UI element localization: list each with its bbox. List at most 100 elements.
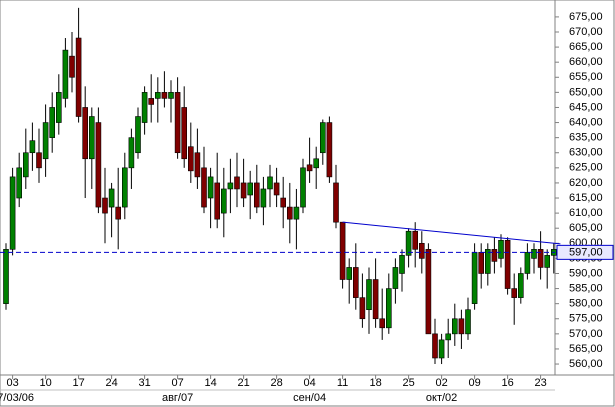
y-tick-label: 675,00 <box>569 11 603 23</box>
candle-body <box>3 249 9 304</box>
candle-body <box>372 279 379 320</box>
candle-body <box>122 167 128 208</box>
candle-body <box>16 167 23 199</box>
candle-body <box>438 339 445 359</box>
candle-body <box>425 249 432 335</box>
candle-body <box>306 164 313 172</box>
candle-body <box>194 152 201 178</box>
candle-body <box>478 252 485 274</box>
candle-body <box>346 267 353 280</box>
candle-body <box>75 37 82 117</box>
candle-body <box>333 182 339 223</box>
y-tick-label: 575,00 <box>569 313 603 325</box>
month-label: окт/02 <box>426 392 457 404</box>
candle-body <box>273 182 280 196</box>
y-tick-label: 670,00 <box>569 26 603 38</box>
candle-body <box>484 249 491 274</box>
candle-body <box>339 221 346 280</box>
candle-body <box>366 279 372 311</box>
y-tick-label: 660,00 <box>569 56 603 68</box>
x-tick-label: 17 <box>72 377 84 389</box>
candle-body <box>247 182 253 196</box>
candle-body <box>240 182 247 199</box>
y-tick-label: 635,00 <box>569 132 603 144</box>
candle-body <box>286 206 293 220</box>
candle-body <box>9 176 16 250</box>
trend-line <box>342 221 561 245</box>
candle-body <box>445 333 452 341</box>
candle-body <box>29 140 36 154</box>
candle-body <box>405 230 412 256</box>
candle-body <box>544 255 551 268</box>
candle-body <box>379 318 386 329</box>
candle-body <box>260 188 267 208</box>
x-tick-label: 28 <box>270 377 282 389</box>
candle-body <box>319 122 326 154</box>
x-tick-label: 23 <box>534 377 546 389</box>
candle-body <box>188 146 194 172</box>
y-tick-label: 665,00 <box>569 41 603 53</box>
x-tick-label: 07 <box>171 377 183 389</box>
candle-body <box>537 249 544 268</box>
y-tick-label: 620,00 <box>569 177 603 189</box>
y-tick-label: 650,00 <box>569 86 603 98</box>
y-tick-label: 590,00 <box>569 267 603 279</box>
y-tick-label: 605,00 <box>569 222 603 234</box>
y-tick-label: 625,00 <box>569 162 603 174</box>
candle-body <box>141 92 148 123</box>
candle-body <box>326 122 333 178</box>
candle-body <box>531 249 537 259</box>
reference-label-bg <box>556 244 614 260</box>
x-tick-label: 16 <box>501 377 513 389</box>
y-tick-label: 615,00 <box>569 192 603 204</box>
y-tick-label: 570,00 <box>569 328 603 340</box>
x-tick-label: 18 <box>369 377 381 389</box>
candle-body <box>234 176 240 190</box>
y-tick-label: 585,00 <box>569 282 603 294</box>
candle-body <box>524 252 531 274</box>
month-label: авг/07 <box>162 392 193 404</box>
candle-body <box>504 239 511 289</box>
candle-body <box>174 92 181 154</box>
candle-body <box>161 92 168 99</box>
candle-body <box>471 252 478 304</box>
candle-body <box>385 288 392 329</box>
y-tick-label: 580,00 <box>569 298 603 310</box>
y-tick-label: 565,00 <box>569 343 603 355</box>
x-tick-label: 31 <box>138 377 150 389</box>
candle-body <box>201 167 207 208</box>
x-tick-label: 09 <box>468 377 480 389</box>
y-tick-label: 560,00 <box>569 358 603 370</box>
candle-body <box>465 309 471 335</box>
candle-body <box>451 318 458 335</box>
candle-body <box>207 176 214 199</box>
candle-body <box>359 297 366 320</box>
candle-body <box>280 197 287 208</box>
candle-body <box>102 197 108 214</box>
candle-body <box>412 230 419 250</box>
candle-body <box>49 107 56 138</box>
candle-body <box>293 206 300 220</box>
candle-body <box>418 242 425 259</box>
x-tick-label: 24 <box>105 377 117 389</box>
candle-body <box>300 167 306 208</box>
candle-body <box>399 255 405 274</box>
candle-body <box>89 116 95 160</box>
candle-body <box>517 273 524 298</box>
y-tick-label: 655,00 <box>569 71 603 83</box>
x-tick-label: 03 <box>6 377 18 389</box>
x-tick-label: 10 <box>39 377 51 389</box>
candle-body <box>135 116 141 154</box>
x-tick-label: 21 <box>237 377 249 389</box>
x-tick-label: 25 <box>402 377 414 389</box>
month-label: 17/03/06 <box>0 392 34 404</box>
candle-body <box>168 92 174 99</box>
candle-body <box>42 122 49 160</box>
candle-body <box>352 267 359 298</box>
y-tick-label: 645,00 <box>569 101 603 113</box>
candle-body <box>491 249 498 262</box>
candle-body <box>55 92 62 123</box>
